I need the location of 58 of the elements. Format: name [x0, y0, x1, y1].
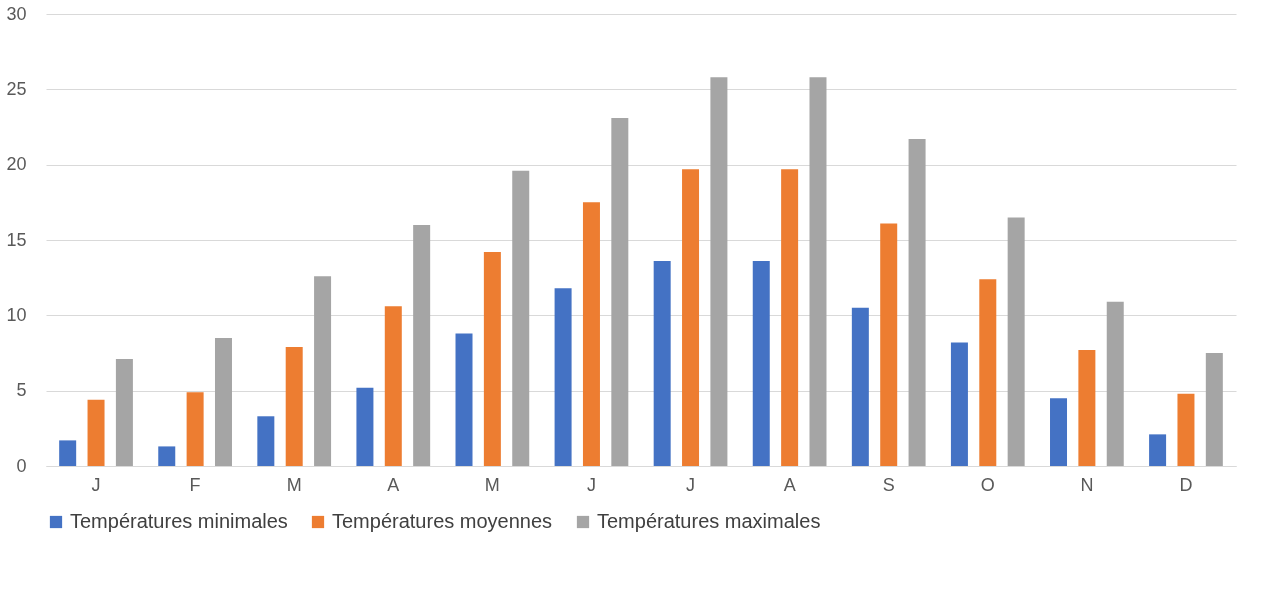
x-tick-label: N: [1080, 474, 1094, 495]
bar: [851, 307, 869, 466]
bar: [87, 399, 105, 466]
bar: [257, 416, 275, 466]
x-tick-label: A: [387, 474, 400, 495]
bar: [285, 346, 303, 466]
x-tick-label: D: [1179, 474, 1193, 495]
bar: [1106, 301, 1124, 466]
bar: [384, 306, 402, 466]
bar: [512, 170, 530, 466]
y-tick-label: 20: [6, 154, 27, 175]
bar: [1050, 398, 1068, 466]
x-tick-label: O: [980, 474, 995, 495]
x-tick-label: J: [586, 474, 596, 495]
bar: [781, 169, 799, 466]
bar: [1149, 434, 1167, 466]
bar: [1177, 393, 1195, 466]
bar: [413, 224, 431, 466]
bar: [1078, 349, 1096, 466]
bar: [554, 288, 572, 466]
bar: [682, 169, 700, 466]
bar: [809, 77, 827, 466]
y-tick-label: 10: [6, 304, 27, 325]
bar: [880, 223, 898, 466]
legend-label: Températures moyennes: [332, 510, 553, 532]
bar: [186, 392, 204, 466]
x-tick-label: J: [91, 474, 101, 495]
bar: [582, 202, 600, 466]
x-tick-label: S: [882, 474, 895, 495]
bar: [214, 337, 232, 466]
bar: [158, 446, 176, 466]
bar: [950, 342, 968, 466]
bar: [908, 139, 926, 466]
x-tick-label: M: [484, 474, 500, 495]
x-tick-label: A: [783, 474, 796, 495]
legend-label: Températures maximales: [597, 510, 821, 532]
legend-label: Températures minimales: [70, 510, 288, 532]
bar: [59, 440, 77, 466]
bar: [115, 359, 133, 466]
y-tick-label: 15: [6, 229, 27, 250]
bar: [611, 117, 629, 466]
x-tick-label: F: [189, 474, 201, 495]
bar: [1007, 217, 1025, 466]
y-tick-label: 30: [6, 3, 27, 24]
bar: [483, 252, 501, 466]
y-tick-label: 0: [16, 455, 27, 476]
y-tick-label: 5: [16, 380, 27, 401]
x-tick-label: M: [286, 474, 302, 495]
bar: [356, 387, 374, 466]
bar: [314, 276, 332, 466]
y-tick-label: 25: [6, 78, 27, 99]
bar: [752, 261, 770, 466]
bar: [710, 77, 728, 466]
bar: [979, 279, 997, 466]
bar: [455, 333, 473, 466]
x-tick-label: J: [686, 474, 696, 495]
bar: [1205, 353, 1223, 466]
bar: [653, 261, 671, 466]
